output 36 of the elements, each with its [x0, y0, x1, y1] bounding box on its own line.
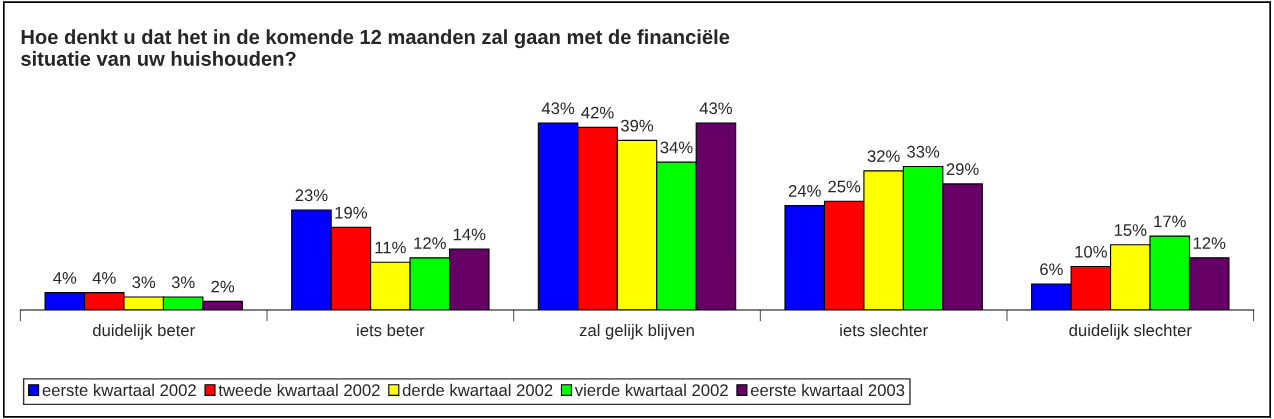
data-label: 4% — [92, 272, 116, 284]
data-label: 24% — [788, 185, 821, 197]
data-label: 17% — [1154, 215, 1186, 228]
data-label: 10% — [1075, 245, 1107, 258]
legend-label: eerste kwartaal 2003 — [750, 383, 905, 397]
data-label: 29% — [946, 163, 979, 176]
data-label: 43% — [541, 102, 575, 115]
data-label: 14% — [453, 228, 486, 241]
legend-label: derde kwartaal 2002 — [402, 383, 553, 397]
data-label: 42% — [581, 106, 614, 119]
data-label: 39% — [620, 119, 654, 132]
data-label: 23% — [295, 189, 328, 202]
data-label: 32% — [867, 150, 900, 163]
legend-label: tweede kwartaal 2002 — [218, 383, 380, 397]
data-label: 19% — [335, 206, 367, 219]
data-label: 4% — [53, 272, 77, 284]
data-label: 3% — [132, 276, 156, 289]
x-tick-label: duidelijk beter — [92, 323, 195, 340]
x-tick-label: duidelijk slechter — [1069, 323, 1192, 340]
data-label: 11% — [375, 241, 406, 254]
data-label: 15% — [1114, 224, 1147, 236]
legend-label: vierde kwartaal 2002 — [574, 383, 728, 397]
data-label: 34% — [660, 141, 693, 154]
x-tick-label: iets slechter — [840, 323, 928, 337]
data-label: 12% — [414, 237, 446, 249]
legend-label: eerste kwartaal 2002 — [42, 383, 196, 397]
data-label: 2% — [211, 280, 235, 293]
data-label: 12% — [1193, 237, 1226, 249]
data-label: 43% — [699, 102, 733, 115]
data-label: 3% — [171, 276, 195, 289]
data-label: 6% — [1040, 263, 1063, 276]
chart-title: Hoe denkt u dat het in de komende 12 maanden zal gaan met de financiële situatie van uw huishouden? — [21, 29, 730, 66]
data-label: 25% — [828, 180, 861, 193]
x-tick-label: zal gelijk blijven — [579, 323, 694, 340]
x-tick-label: iets beter — [357, 323, 425, 337]
data-label: 33% — [907, 145, 940, 158]
